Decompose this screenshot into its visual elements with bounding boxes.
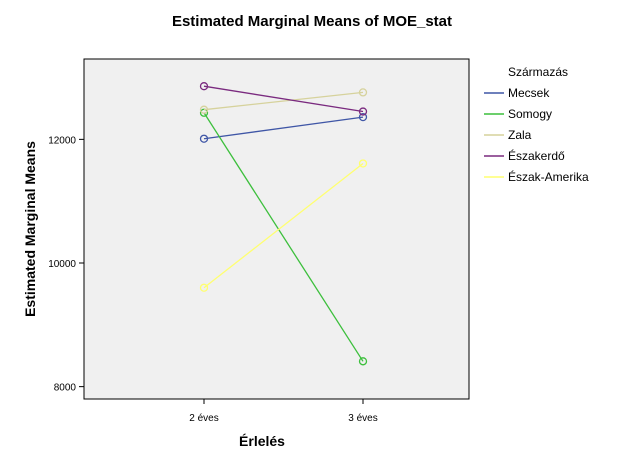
- legend-label: Észak-Amerika: [508, 169, 589, 184]
- legend-label: Mecsek: [508, 86, 550, 100]
- series-point-1: [358, 357, 368, 366]
- series-layer: [199, 82, 368, 366]
- x-tick-label: 2 éves: [189, 413, 218, 424]
- y-tick-label: 10000: [48, 259, 76, 270]
- series-line-3: [203, 85, 364, 113]
- x-axis-label: Érlelés: [239, 433, 285, 449]
- y-axis-label: Estimated Marginal Means: [22, 141, 38, 317]
- legend-label: Somogy: [508, 107, 552, 121]
- plot-area: [83, 58, 470, 400]
- series-point-4: [358, 159, 368, 168]
- series-point-2: [199, 105, 209, 114]
- legend-label: Zala: [508, 128, 532, 142]
- x-tick-label: 3 éves: [348, 413, 377, 424]
- chart-title: Estimated Marginal Means of MOE_stat: [172, 13, 452, 30]
- legend-label: Északerdő: [508, 148, 565, 163]
- series-point-4: [199, 283, 209, 292]
- x-axis: 2 éves 3 éves: [189, 399, 378, 424]
- series-line-0: [203, 116, 364, 140]
- series-point-0: [358, 112, 368, 122]
- series-point-2: [358, 88, 368, 97]
- series-line-4: [203, 162, 364, 289]
- y-tick-label: 12000: [48, 135, 76, 146]
- legend-title: Származás: [508, 65, 568, 79]
- series-line-1: [203, 112, 364, 362]
- series-point-3: [199, 82, 209, 91]
- series-point-3: [358, 107, 368, 116]
- legend: Származás Mecsek Somogy Zala Északerdő Észak…: [484, 65, 589, 184]
- series-point-0: [199, 134, 209, 143]
- series-line-2: [203, 91, 364, 111]
- y-tick-label: 8000: [54, 383, 77, 394]
- y-axis: 8000 10000 12000: [48, 135, 84, 394]
